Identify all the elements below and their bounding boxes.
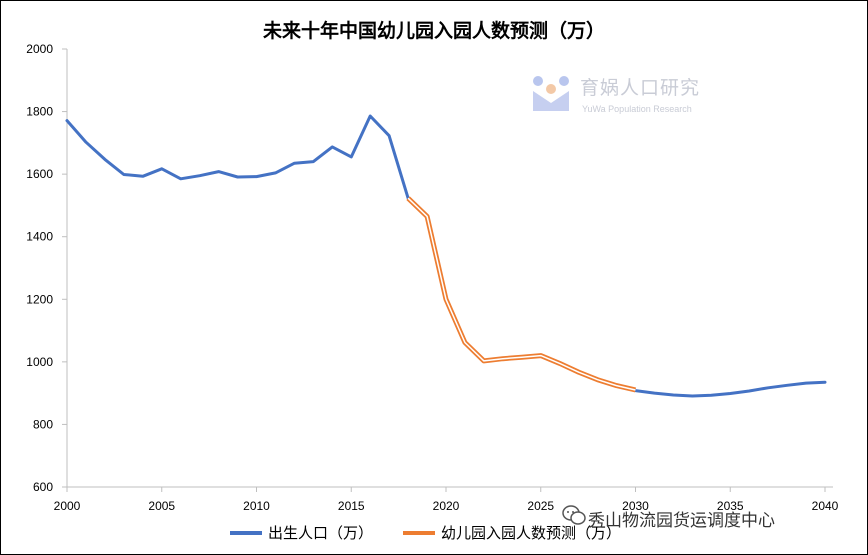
x-tick-label: 2025 bbox=[527, 499, 554, 513]
y-tick-label: 2000 bbox=[26, 42, 53, 56]
legend-label-forecast: 幼儿园入园人数预测（万） bbox=[441, 524, 622, 542]
legend-item-forecast: 幼儿园入园人数预测（万） bbox=[403, 522, 621, 543]
watermark-subtitle: YuWa Population Research bbox=[582, 104, 692, 114]
chart-legend: 出生人口（万） 幼儿园入园人数预测（万） bbox=[230, 522, 651, 543]
x-tick-label: 2040 bbox=[812, 499, 839, 513]
births-series-line-2 bbox=[634, 380, 827, 398]
y-tick-label: 800 bbox=[33, 417, 53, 431]
y-tick-label: 1600 bbox=[26, 167, 53, 181]
y-tick-label: 1200 bbox=[26, 292, 53, 306]
x-tick-label: 2035 bbox=[717, 499, 744, 513]
y-tick-label: 1800 bbox=[26, 105, 53, 119]
forecast-series-inner bbox=[407, 197, 636, 391]
x-tick-label: 2030 bbox=[622, 499, 649, 513]
x-tick-label: 2020 bbox=[433, 499, 460, 513]
watermark-brand: 育娲人口研究 bbox=[580, 77, 701, 99]
legend-swatch-births bbox=[230, 530, 262, 535]
forecast-series-line bbox=[406, 196, 637, 393]
chart-title: 未来十年中国幼儿园入园人数预测（万） bbox=[262, 20, 605, 42]
births-series-line-1 bbox=[65, 114, 410, 200]
legend-item-births: 出生人口（万） bbox=[230, 522, 373, 543]
y-tick-label: 1000 bbox=[26, 355, 53, 369]
x-tick-label: 2010 bbox=[243, 499, 270, 513]
x-tick-label: 2015 bbox=[338, 499, 365, 513]
y-tick-label: 1400 bbox=[26, 230, 53, 244]
y-tick-label: 600 bbox=[33, 480, 53, 494]
source-label: 秀山物流园货运调度中心 bbox=[588, 511, 775, 531]
legend-swatch-forecast bbox=[403, 530, 436, 535]
yuwa-logo-icon bbox=[533, 76, 569, 111]
legend-label-births: 出生人口（万） bbox=[268, 524, 374, 542]
x-tick-label: 2000 bbox=[54, 499, 81, 513]
wechat-icon bbox=[562, 505, 586, 525]
x-tick-label: 2005 bbox=[148, 499, 175, 513]
